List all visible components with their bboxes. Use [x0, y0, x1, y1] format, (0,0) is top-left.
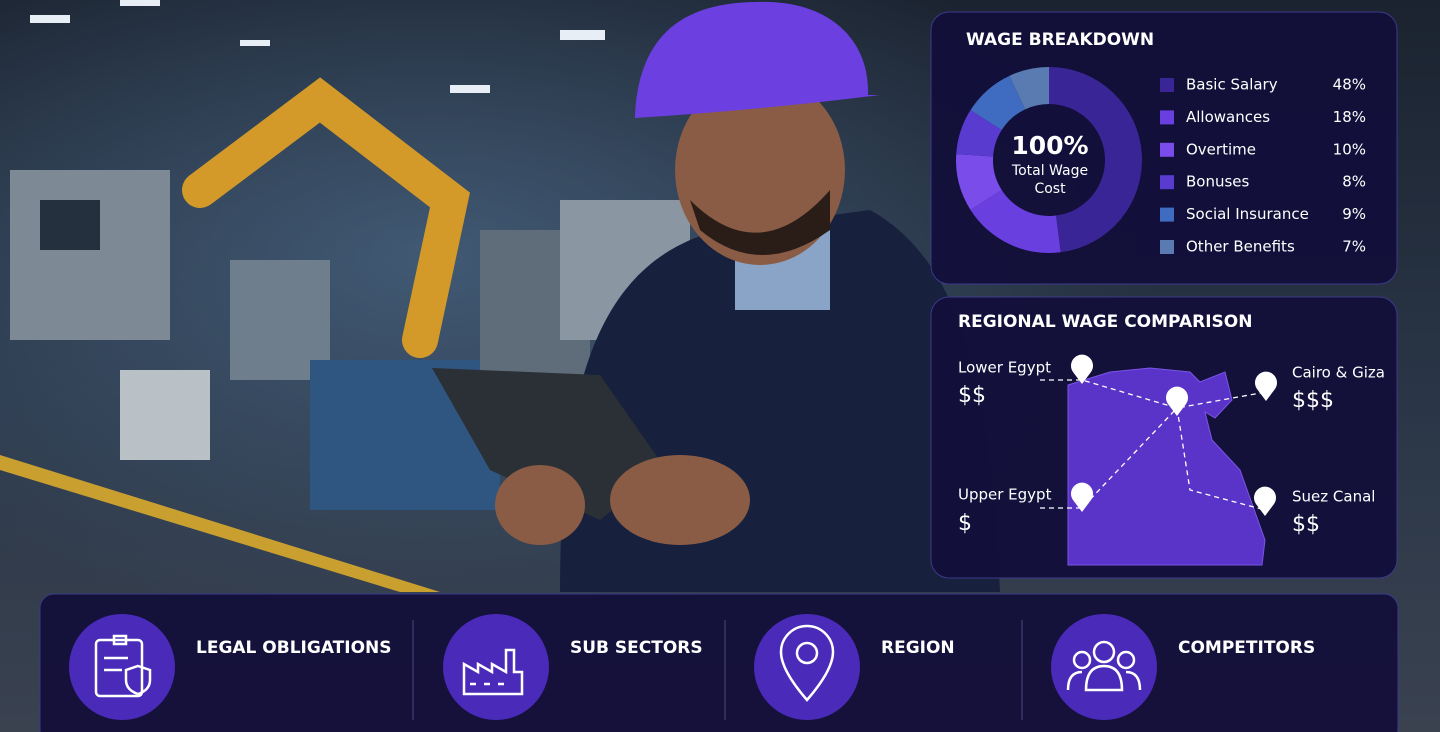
donut-segment [1009, 67, 1049, 110]
donut-center-value: 100% [1011, 131, 1088, 160]
donut [956, 67, 1143, 253]
region-level: $ [958, 511, 972, 536]
legend-value: 8% [1342, 173, 1366, 191]
region-name: Suez Canal [1292, 488, 1375, 506]
legend-swatch [1160, 142, 1174, 157]
legend-label: Allowances [1186, 108, 1270, 126]
floor-line [0, 455, 440, 592]
legend-value: 48% [1333, 76, 1366, 94]
connector-lines [1040, 379, 1267, 511]
legend-swatch [1160, 110, 1174, 125]
region-level: $$ [958, 383, 986, 408]
legend-label: Other Benefits [1186, 238, 1295, 256]
region-name: Cairo & Giza [1292, 364, 1385, 382]
legend: Basic Salary 48% Allowances 18% Overtime 10% B… [1160, 76, 1366, 256]
legend-label: Bonuses [1186, 173, 1250, 191]
donut-caption-box: Total Wage Cost [1011, 163, 1089, 197]
feature-label: SUB SECTORS [570, 638, 703, 658]
region-name: Upper Egypt [958, 486, 1052, 504]
legend-swatch [1160, 240, 1174, 254]
feature-label: REGION [881, 638, 955, 658]
panel-title: REGIONAL WAGE COMPARISON [958, 312, 1252, 332]
legend-label: Overtime [1186, 140, 1256, 158]
worker [432, 1, 1000, 592]
donut-segment [1049, 67, 1143, 253]
legend-swatch [1160, 78, 1174, 92]
robot-arm [182, 77, 470, 358]
legend-value: 18% [1333, 108, 1366, 126]
legend-swatch [1160, 207, 1174, 222]
legend-label: Basic Salary [1186, 76, 1278, 94]
legend-label: Social Insurance [1186, 205, 1309, 223]
legend-swatch [1160, 175, 1174, 190]
feature-label: LEGAL OBLIGATIONS [196, 638, 392, 658]
donut-segment [956, 110, 1002, 157]
donut-caption: Total Wage Cost [1011, 163, 1089, 197]
region-level: $$$ [1292, 388, 1334, 413]
lights [30, 0, 605, 93]
feature-label: COMPETITORS [1178, 638, 1315, 658]
panel-title: WAGE BREAKDOWN [966, 30, 1154, 50]
legend-value: 10% [1333, 140, 1366, 158]
map-pins [1071, 354, 1277, 516]
legend-value: 9% [1342, 205, 1366, 223]
dividers [412, 620, 1023, 720]
egypt-map [1067, 367, 1266, 566]
legend-value: 7% [1342, 238, 1366, 256]
factory-machines [10, 170, 690, 510]
feature-bar [39, 593, 1399, 732]
donut-segment [970, 75, 1026, 130]
region-name: Lower Egypt [958, 359, 1051, 377]
donut-segment [956, 154, 1002, 210]
icon-glyphs [94, 624, 1142, 702]
region-level: $$ [1292, 512, 1320, 537]
donut-segment [970, 190, 1061, 253]
